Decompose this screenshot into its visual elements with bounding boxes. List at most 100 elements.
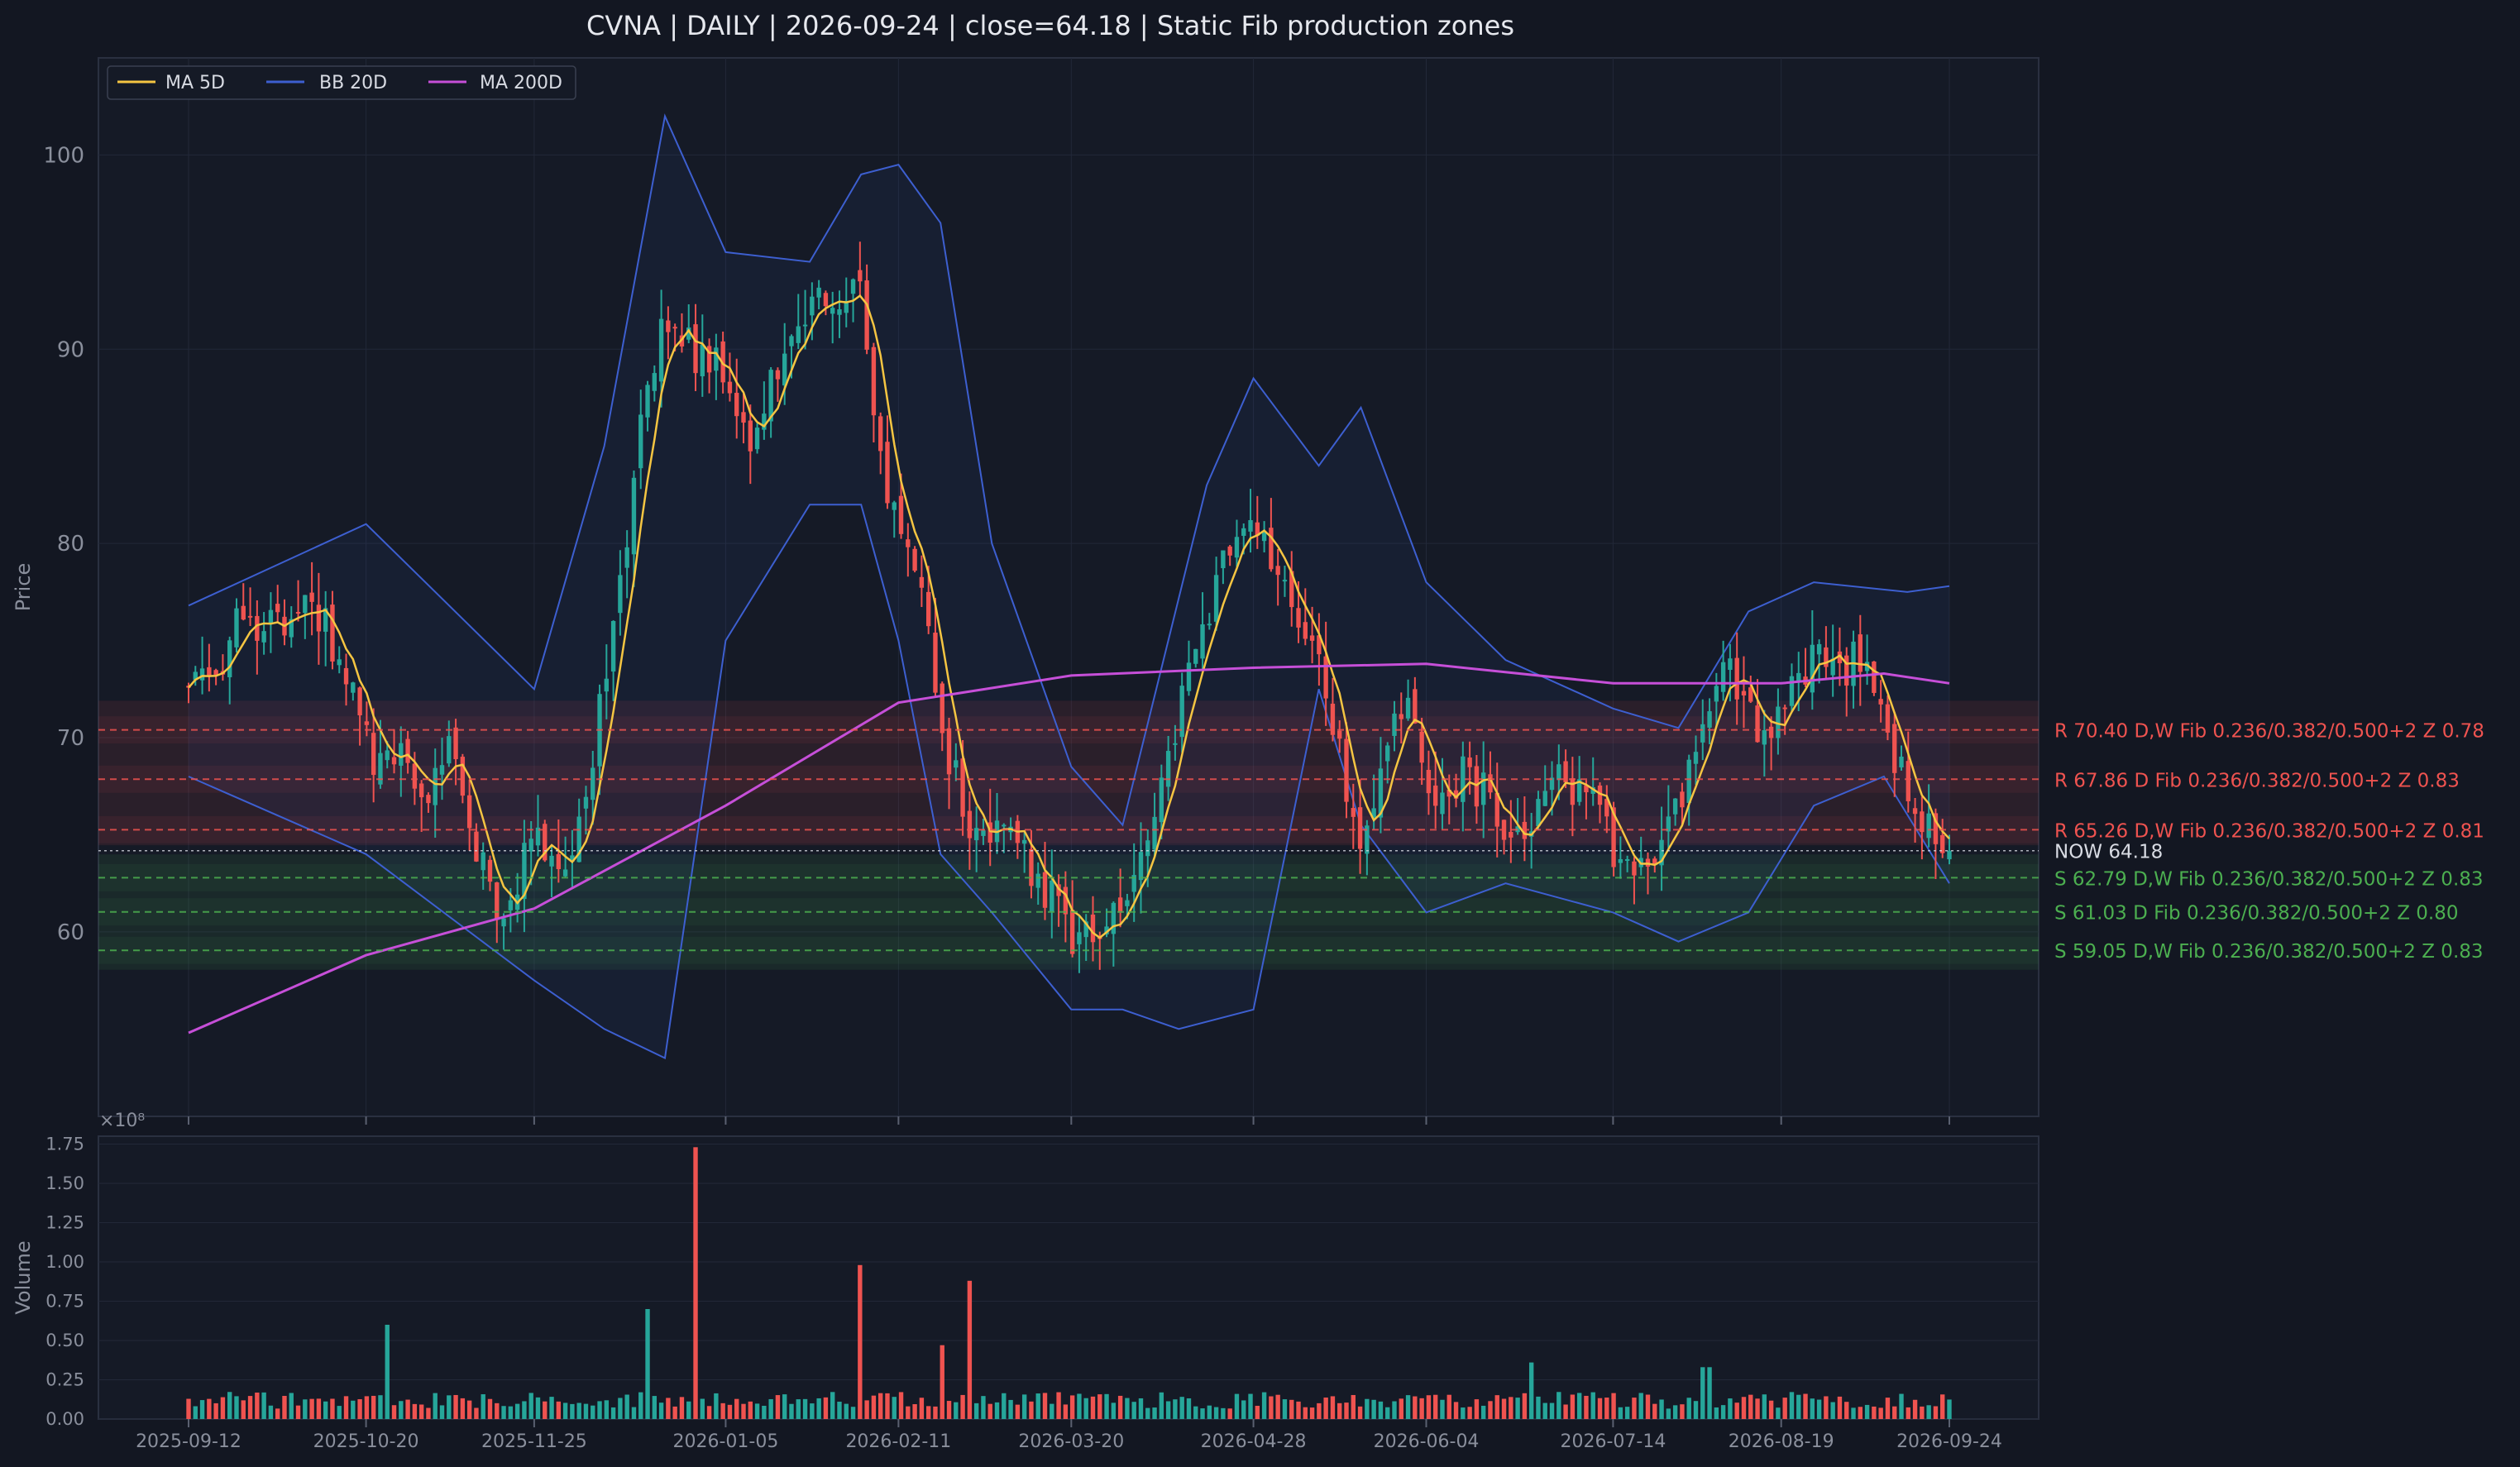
candle-body — [1762, 729, 1767, 745]
volume-bar — [1858, 1407, 1863, 1419]
volume-bar — [357, 1399, 362, 1419]
candle-body — [1734, 657, 1739, 700]
volume-bar — [295, 1405, 301, 1419]
volume-bar — [1200, 1408, 1205, 1419]
candle-body — [199, 668, 205, 681]
volume-bar — [528, 1393, 533, 1419]
volume-bar — [837, 1402, 842, 1419]
volume-bar — [1399, 1398, 1403, 1419]
candle-body — [960, 758, 965, 817]
candle-body — [1624, 859, 1630, 862]
volume-bar — [1522, 1393, 1528, 1419]
candle-body — [1590, 786, 1595, 794]
candle-body — [1816, 643, 1822, 655]
candle-body — [666, 320, 671, 332]
volume-bar — [762, 1405, 767, 1419]
volume-bar — [220, 1397, 226, 1419]
volume-bar — [1624, 1407, 1630, 1419]
candle-body — [576, 816, 581, 863]
candle-body — [1289, 571, 1294, 608]
candle-body — [439, 765, 445, 775]
volume-bar — [925, 1406, 931, 1419]
volume-bar — [1714, 1407, 1719, 1419]
candle-body — [309, 592, 314, 602]
candle-body — [1090, 914, 1096, 943]
volume-bar — [199, 1400, 205, 1419]
volume-bar — [1604, 1398, 1609, 1419]
volume-bar — [1536, 1396, 1541, 1419]
volume-bar — [1117, 1395, 1123, 1419]
zone-sub-band — [98, 863, 2039, 891]
volume-bar — [1330, 1396, 1336, 1419]
volume-bar — [1837, 1396, 1843, 1419]
candle-body — [1200, 624, 1205, 659]
volume-bar — [933, 1406, 938, 1419]
volume-bar — [823, 1397, 829, 1419]
volume-bar — [501, 1406, 506, 1419]
candle-body — [1844, 655, 1849, 686]
candle-body — [1125, 900, 1130, 906]
volume-bar — [405, 1399, 410, 1419]
volume-bar — [1549, 1402, 1555, 1419]
x-tick-label: 2026-09-24 — [1896, 1431, 2002, 1452]
candle-body — [912, 548, 917, 571]
candle-body — [1227, 546, 1232, 556]
volume-bar — [460, 1398, 466, 1419]
candle-body — [1344, 738, 1349, 802]
volume-bar — [610, 1407, 616, 1419]
candle-body — [268, 609, 274, 624]
candle-body — [1002, 824, 1007, 827]
candle-body — [1378, 768, 1384, 818]
candle-body — [1357, 807, 1363, 849]
volume-bar — [1693, 1401, 1699, 1419]
volume-bar — [1933, 1406, 1939, 1419]
volume-bar — [351, 1400, 356, 1419]
volume-bar — [1131, 1402, 1136, 1419]
volume-bar — [1659, 1399, 1664, 1419]
candle-body — [1453, 790, 1459, 799]
volume-bar — [412, 1403, 418, 1419]
volume-bar — [1221, 1407, 1226, 1419]
volume-grid — [98, 1144, 2039, 1420]
volume-bar — [672, 1406, 677, 1419]
candle-body — [1255, 522, 1260, 536]
volume-bar — [303, 1399, 308, 1419]
volume-bar — [227, 1392, 232, 1419]
candle-body — [1878, 699, 1883, 705]
volume-bar — [495, 1402, 500, 1419]
candle-body — [810, 296, 815, 316]
volume-bar — [967, 1280, 973, 1419]
candle-body — [1213, 575, 1219, 622]
volume-bar — [474, 1407, 479, 1419]
candle-body — [1029, 848, 1034, 886]
candle-body — [823, 293, 829, 307]
volume-bar — [1803, 1393, 1808, 1419]
candle-body — [234, 608, 239, 647]
candle-body — [1515, 826, 1520, 833]
bb-upper-line — [188, 113, 1950, 827]
candle-body — [1269, 528, 1274, 570]
zone-label: S 59.05 D,W Fib 0.236/0.382/0.500+2 Z 0.… — [2054, 941, 2484, 963]
x-tick-label: 2026-04-28 — [1201, 1431, 1307, 1452]
candle-body — [1659, 839, 1664, 866]
volume-bar — [864, 1400, 869, 1419]
candle-body — [925, 591, 931, 627]
volume-bar — [241, 1400, 246, 1419]
volume-bar — [487, 1398, 493, 1419]
volume-scale-label: ×10⁸ — [99, 1111, 145, 1131]
candle-body — [1083, 921, 1088, 938]
volume-bar — [466, 1400, 472, 1419]
support-zone-band — [98, 854, 2039, 970]
volume-bar — [741, 1403, 746, 1419]
candle-body — [323, 608, 328, 632]
volume-bar — [775, 1395, 781, 1419]
volume-bar — [885, 1393, 890, 1419]
candle-body — [796, 326, 801, 343]
volume-bar — [1289, 1399, 1294, 1419]
volume-bar — [658, 1402, 664, 1419]
candle-body — [1693, 752, 1699, 764]
candle-body — [1035, 873, 1040, 888]
volume-bar — [1165, 1401, 1171, 1419]
candle-body — [1906, 761, 1910, 801]
volume-bar — [275, 1408, 280, 1419]
